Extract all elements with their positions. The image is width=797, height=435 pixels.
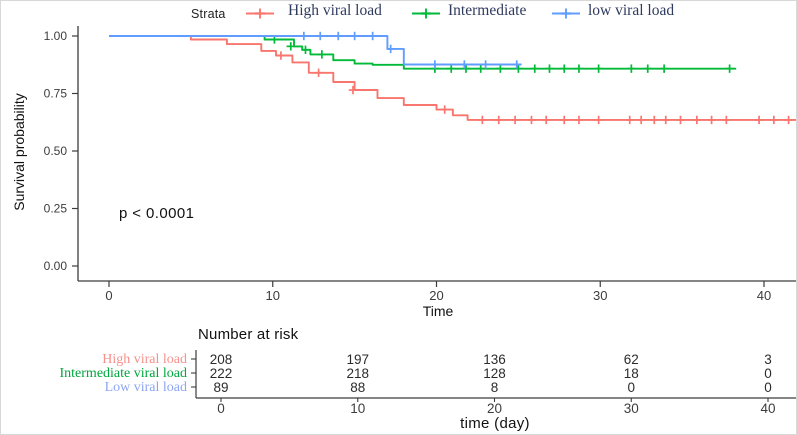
y-tick-label: 0.50 — [44, 144, 68, 158]
risk-row-label-high: High viral load — [102, 352, 187, 367]
risk-x-tick-label: 10 — [350, 401, 365, 416]
risk-count: 218 — [346, 366, 369, 381]
risk-count: 0 — [764, 366, 772, 381]
risk-count: 0 — [764, 380, 772, 395]
risk-count: 3 — [764, 352, 772, 367]
risk-count: 0 — [627, 380, 635, 395]
risk-row-label-intermediate: Intermediate viral load — [59, 366, 188, 381]
legend-item-intermediate: Intermediate — [448, 2, 527, 19]
risk-x-tick-label: 20 — [487, 401, 502, 416]
legend-item-low-viral-load: low viral load — [588, 2, 675, 19]
risk-count: 128 — [483, 366, 506, 381]
survival-curve-high-viral-load — [109, 35, 796, 121]
risk-x-tick-label: 0 — [217, 401, 225, 416]
p-value-annotation: p < 0.0001 — [119, 205, 195, 222]
y-tick-label: 0.25 — [44, 202, 68, 216]
survival-curve-low-viral-load — [109, 35, 522, 66]
risk-count: 89 — [213, 380, 228, 395]
risk-x-tick-label: 30 — [624, 401, 639, 416]
x-tick-label: 30 — [593, 288, 607, 303]
risk-count: 208 — [210, 352, 233, 367]
x-tick-label: 10 — [266, 288, 280, 303]
x-tick-label: 40 — [757, 288, 771, 303]
intermediate-censor-icon — [411, 7, 441, 25]
low-viral-load-censor-icon — [551, 7, 581, 25]
y-tick-label: 0.00 — [44, 259, 68, 273]
x-tick-label: 0 — [105, 288, 112, 303]
risk-x-tick-label: 40 — [760, 401, 775, 416]
risk-count: 197 — [346, 352, 369, 367]
risk-count: 8 — [491, 380, 499, 395]
legend-item-high-viral-load: High viral load — [288, 2, 382, 19]
y-tick-label: 1.00 — [44, 29, 68, 43]
risk-count: 88 — [350, 380, 365, 395]
legend-title: Strata — [191, 7, 226, 21]
risk-table-x-label: time (day) — [460, 415, 530, 432]
risk-count: 18 — [624, 366, 639, 381]
risk-row-label-low: Low viral load — [104, 380, 187, 395]
x-tick-label: 20 — [429, 288, 443, 303]
risk-table-title: Number at risk — [198, 326, 299, 343]
risk-count: 62 — [624, 352, 639, 367]
x-axis-title: Time — [422, 303, 454, 319]
risk-count: 136 — [483, 352, 506, 367]
high-viral-load-censor-icon — [245, 7, 275, 25]
risk-count: 222 — [210, 366, 233, 381]
y-tick-label: 0.75 — [44, 87, 68, 101]
